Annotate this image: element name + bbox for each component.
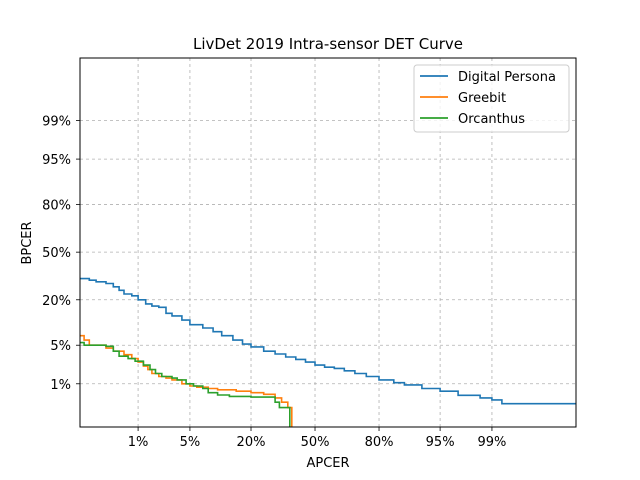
legend: Digital Persona Greebit Orcanthus	[413, 64, 570, 133]
legend-label: Greebit	[458, 91, 506, 106]
plot-frame	[79, 57, 577, 428]
legend-label: Orcanthus	[458, 112, 525, 127]
x-tick-label: 80%	[365, 435, 394, 450]
y-tick-label: 99%	[42, 115, 71, 130]
y-tick-label: 5%	[50, 339, 71, 354]
y-tick-label: 20%	[42, 294, 71, 309]
x-tick-label: 95%	[426, 435, 455, 450]
y-tick-label: 50%	[42, 246, 71, 261]
y-tick-label: 1%	[50, 378, 71, 393]
legend-items: Digital Persona Greebit Orcanthus	[420, 70, 556, 127]
chart-title: LivDet 2019 Intra-sensor DET Curve	[193, 35, 463, 53]
x-axis-label: APCER	[306, 456, 349, 471]
y-tick-label: 80%	[42, 199, 71, 214]
x-tick-label: 99%	[477, 435, 506, 450]
legend-box	[413, 64, 570, 133]
series-line-2	[80, 341, 291, 427]
legend-label: Digital Persona	[458, 70, 556, 85]
series-line-0	[80, 277, 576, 405]
x-tick-label: 1%	[128, 435, 149, 450]
y-axis-label: BPCER	[20, 221, 35, 264]
tick-layer: 1% 5% 20% 50% 80% 95% 99% 1% 5% 20% 50% 80% 95% 99%	[42, 115, 506, 450]
x-tick-label: 5%	[180, 435, 201, 450]
series-layer	[80, 277, 576, 427]
x-tick-label: 50%	[301, 435, 330, 450]
y-tick-label: 95%	[42, 153, 71, 168]
x-tick-label: 20%	[237, 435, 266, 450]
